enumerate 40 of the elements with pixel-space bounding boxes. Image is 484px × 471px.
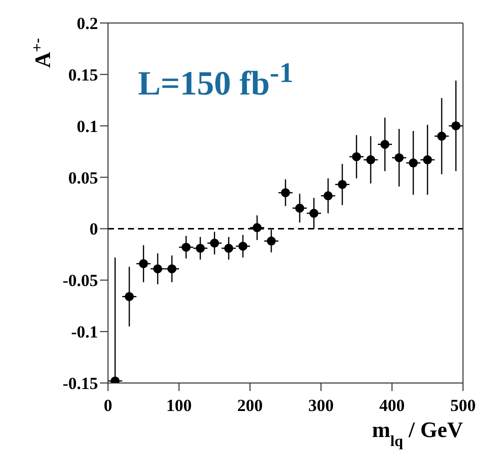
y-tick-label: -0.1 bbox=[71, 322, 98, 342]
x-tick-label: 200 bbox=[237, 396, 263, 416]
point bbox=[281, 188, 290, 198]
point bbox=[324, 191, 333, 200]
point bbox=[366, 155, 376, 164]
x-tick-label: 300 bbox=[308, 396, 334, 416]
y-tick-label: 0 bbox=[90, 220, 98, 239]
x-tick-label: 100 bbox=[166, 396, 192, 416]
annotation: L=150 fb$^{-1}$ bbox=[138, 58, 294, 104]
x-tick-label: 500 bbox=[450, 396, 476, 416]
y-tick-label: 0.1 bbox=[76, 116, 98, 136]
point bbox=[423, 155, 432, 164]
y-tick-label: -0.15 bbox=[62, 374, 98, 394]
point bbox=[451, 121, 460, 130]
point bbox=[338, 180, 347, 189]
point bbox=[252, 223, 262, 232]
point bbox=[394, 153, 404, 162]
y-tick-label: -0.05 bbox=[62, 271, 98, 290]
x-axis-title: m$_{lq}$ / GeV bbox=[372, 417, 464, 450]
point bbox=[196, 244, 205, 253]
point bbox=[295, 204, 304, 213]
point bbox=[182, 242, 191, 252]
point bbox=[380, 140, 390, 149]
point bbox=[266, 236, 276, 246]
point bbox=[224, 244, 234, 253]
y-tick-label: 0.05 bbox=[68, 168, 98, 188]
y-tick-label: 0.15 bbox=[68, 65, 98, 84]
x-tick-label: 400 bbox=[379, 396, 405, 416]
y-tick-label: 0.2 bbox=[76, 14, 98, 34]
point bbox=[139, 259, 148, 268]
point bbox=[408, 158, 418, 168]
point bbox=[437, 132, 446, 141]
x-tick-label: 0 bbox=[104, 396, 112, 416]
point bbox=[210, 238, 219, 248]
point bbox=[309, 208, 318, 218]
point bbox=[238, 242, 248, 251]
point bbox=[153, 264, 162, 274]
point bbox=[352, 152, 361, 162]
point bbox=[167, 264, 176, 274]
point bbox=[124, 292, 134, 302]
